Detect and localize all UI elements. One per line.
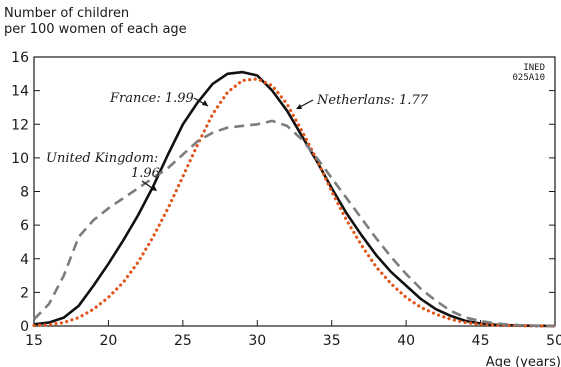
y-tick-label: 8 (20, 185, 29, 201)
x-tick-label: 40 (397, 333, 415, 349)
annotation-uk-line1: United Kingdom: (46, 151, 158, 166)
source-label-line2: 025A10 (512, 73, 545, 83)
y-axis-title-line1: Number of children (4, 6, 130, 21)
annotation-uk-arrowhead (151, 185, 157, 191)
y-axis: 0 2 4 6 8 10 12 14 16 (11, 50, 555, 335)
series-line-netherlands (32, 77, 557, 328)
x-axis-title: Age (years) (486, 355, 561, 367)
y-tick-label: 6 (20, 218, 29, 234)
series-line-united_kingdom (33, 119, 556, 328)
source-label-line1: INED (523, 63, 545, 73)
x-tick-label: 35 (323, 333, 341, 349)
annotation-uk-line2: 1.96 (131, 166, 160, 181)
y-tick-label: 14 (11, 84, 29, 100)
y-tick-label: 10 (11, 151, 29, 167)
annotation-france-arrowhead (202, 100, 208, 106)
x-tick-label: 50 (546, 333, 561, 349)
y-tick-label: 12 (11, 117, 29, 133)
y-axis-title-line2: per 100 women of each age (4, 22, 187, 37)
x-tick-label: 45 (472, 333, 490, 349)
x-tick-label: 25 (174, 333, 192, 349)
annotation-netherlands-arrowhead (296, 104, 302, 109)
y-tick-label: 16 (11, 50, 29, 66)
series-line-france (33, 70, 556, 328)
x-tick-label: 20 (100, 333, 118, 349)
annotation-netherlands: Netherlans: 1.77 (316, 93, 429, 108)
y-tick-label: 4 (20, 252, 29, 268)
y-tick-label: 0 (20, 319, 29, 335)
x-tick-label: 30 (248, 333, 266, 349)
annotation-france: France: 1.99 (109, 91, 194, 106)
series-layer (32, 70, 557, 328)
y-tick-label: 2 (20, 285, 29, 301)
x-axis: 15 20 25 30 35 40 45 50 (25, 320, 561, 349)
x-tick-label: 15 (25, 333, 43, 349)
